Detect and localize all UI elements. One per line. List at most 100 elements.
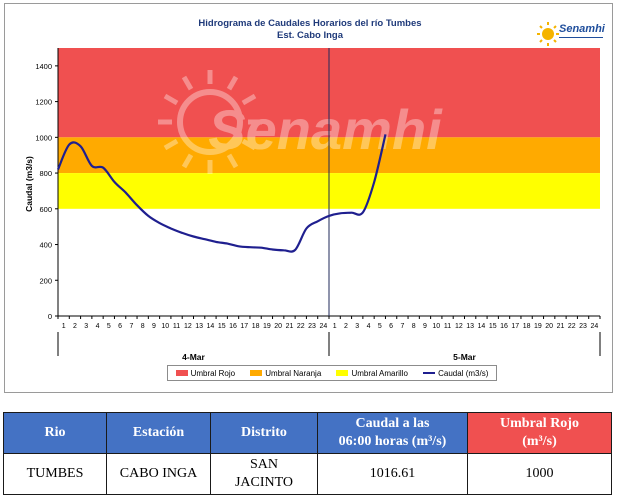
x-tick-label: 15 (218, 323, 226, 330)
sun-ray (181, 75, 194, 91)
x-tick-label: 5 (107, 323, 111, 330)
cell-rio: TUMBES (3, 453, 107, 495)
legend-label: Umbral Rojo (190, 368, 236, 378)
legend-item-caudal: Caudal (m3/s) (423, 369, 488, 378)
cell-distrito: SAN JACINTO (210, 453, 318, 495)
sun-ray (241, 138, 257, 151)
hydrograph-chart: Senamhi Hidrograma de Caudales Horarios … (24, 18, 601, 362)
x-tick-label: 14 (207, 323, 215, 330)
sun-ray (241, 93, 257, 106)
legend-swatch-yellow (336, 370, 349, 376)
header-caudal: Caudal a las 06:00 horas (m³/s) (317, 412, 468, 454)
x-tick-label: 16 (500, 323, 508, 330)
legend-item-umbral-naranja: Umbral Naranja (250, 369, 321, 378)
watermark-text: Senamhi (208, 98, 443, 161)
header-rio: Rio (3, 412, 107, 454)
x-tick-label: 21 (557, 323, 565, 330)
y-tick-label: 600 (39, 205, 52, 214)
chart-legend: Umbral Rojo Umbral Naranja Umbral Amaril… (167, 365, 497, 381)
sun-ray (163, 138, 179, 151)
x-tick-label: 19 (263, 323, 271, 330)
x-tick-label: 6 (389, 323, 393, 330)
table-row: TUMBES CABO INGA SAN JACINTO 1016.61 100… (3, 453, 612, 495)
x-tick-label: 2 (73, 323, 77, 330)
x-tick-label: 1 (333, 323, 337, 330)
legend-label: Caudal (m3/s) (438, 368, 489, 378)
x-tick-label: 24 (319, 323, 327, 330)
y-tick-label: 200 (39, 276, 52, 285)
cell-caudal: 1016.61 (317, 453, 468, 495)
legend-item-umbral-rojo: Umbral Rojo (175, 368, 236, 378)
x-tick-label: 3 (84, 323, 88, 330)
x-tick-label: 11 (173, 323, 180, 330)
y-tick-label: 1000 (35, 133, 52, 142)
header-umbral-rojo: Umbral Rojo (m³/s) (467, 412, 612, 454)
cell-distrito-line2: JACINTO (234, 475, 294, 490)
legend-swatch-line (423, 372, 436, 374)
x-tick-label: 4 (96, 323, 100, 330)
y-tick-label: 1200 (35, 98, 52, 107)
x-tick-label: 23 (579, 323, 587, 330)
header-caudal-line2: 06:00 horas (m³/s) (338, 434, 447, 449)
x-tick-label: 17 (511, 323, 519, 330)
legend-label: Umbral Naranja (265, 368, 322, 378)
x-tick-label: 2 (344, 323, 348, 330)
x-tick-label: 15 (489, 323, 497, 330)
x-tick-label: 22 (568, 323, 576, 330)
senamhi-logo: Senamhi (537, 18, 607, 52)
legend-label: Umbral Amarillo (351, 368, 408, 378)
legend-item-umbral-amarillo: Umbral Amarillo (336, 368, 408, 378)
cell-umbral-rojo: 1000 (467, 453, 612, 495)
chart-title: Hidrograma de Caudales Horarios del río … (198, 18, 421, 29)
x-tick-label: 18 (252, 323, 260, 330)
sun-watermark-icon (158, 70, 262, 174)
x-tick-label: 9 (423, 323, 427, 330)
header-umbral-line1: Umbral Rojo (500, 416, 579, 431)
header-caudal-line1: Caudal a las (355, 416, 430, 431)
station-info-table: Rio Estación Distrito Caudal a las 06:00… (3, 412, 612, 495)
y-tick-label: 400 (39, 241, 52, 250)
y-tick-label: 1400 (35, 62, 52, 71)
x-tick-label: 23 (308, 323, 316, 330)
x-tick-label: 20 (545, 323, 553, 330)
y-tick-label: 0 (48, 312, 52, 321)
sun-ray (226, 153, 239, 169)
chart-subtitle: Est. Cabo Inga (277, 30, 344, 41)
sun-ray (181, 153, 194, 169)
header-distrito: Distrito (210, 412, 318, 454)
header-umbral-line2: (m³/s) (522, 434, 557, 449)
x-tick-label: 5 (378, 323, 382, 330)
x-tick-label: 10 (432, 323, 440, 330)
x-tick-label: 13 (195, 323, 203, 330)
x-tick-label: 21 (286, 323, 294, 330)
x-tick-label: 12 (184, 323, 192, 330)
sun-ray (163, 93, 179, 106)
sun-logo-icon (537, 22, 559, 46)
senamhi-watermark: Senamhi (158, 70, 443, 174)
x-tick-label: 1 (62, 323, 66, 330)
x-tick-label: 7 (400, 323, 404, 330)
x-tick-label: 20 (274, 323, 282, 330)
sun-ray (226, 75, 239, 91)
x-tick-label: 6 (118, 323, 122, 330)
x-tick-label: 11 (444, 323, 451, 330)
table-header-row: Rio Estación Distrito Caudal a las 06:00… (3, 412, 612, 454)
x-tick-label: 7 (129, 323, 133, 330)
x-tick-label: 16 (229, 323, 237, 330)
x-tick-label: 17 (240, 323, 248, 330)
x-tick-label: 10 (161, 323, 169, 330)
y-axis-label: Caudal (m3/s) (24, 156, 34, 212)
x-tick-label: 8 (141, 323, 145, 330)
cell-estacion: CABO INGA (106, 453, 211, 495)
logo-text: Senamhi (559, 23, 605, 35)
x-tick-label: 9 (152, 323, 156, 330)
x-group-label: 4-Mar (182, 352, 205, 362)
chart-frame: Senamhi Hidrograma de Caudales Horarios … (4, 3, 613, 393)
caudal-series-line (56, 134, 387, 253)
x-tick-label: 13 (466, 323, 474, 330)
x-tick-label: 12 (455, 323, 463, 330)
logo-underline (559, 37, 603, 43)
x-tick-label: 4 (367, 323, 371, 330)
x-tick-label: 19 (534, 323, 542, 330)
x-tick-label: 24 (590, 323, 598, 330)
